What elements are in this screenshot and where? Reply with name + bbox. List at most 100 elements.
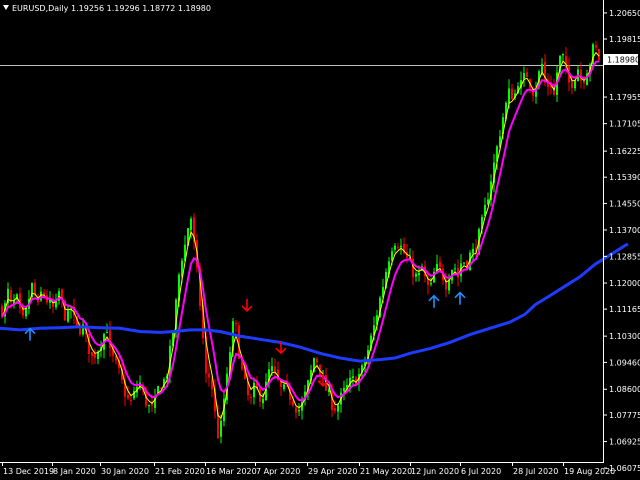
- candle: [343, 380, 345, 401]
- candle-body: [184, 244, 186, 261]
- candle-body: [349, 377, 351, 387]
- candle: [475, 238, 477, 260]
- candle-body: [67, 310, 69, 322]
- candle-body: [385, 272, 387, 288]
- x-tick-label: 21 Feb 2020: [155, 467, 205, 476]
- x-tick-label: 21 May 2020: [360, 467, 412, 476]
- candle-body: [328, 389, 330, 392]
- candle-body: [163, 379, 165, 387]
- candle-body: [49, 299, 51, 303]
- candle: [352, 368, 354, 386]
- x-tick-label: 28 Jul 2020: [513, 467, 558, 476]
- candle-body: [595, 45, 597, 48]
- candle: [253, 377, 255, 405]
- x-tick-label: 30 Jan 2020: [101, 467, 149, 476]
- candle-body: [178, 274, 180, 302]
- candle: [454, 263, 456, 275]
- candle-body: [76, 316, 78, 327]
- candle: [190, 216, 192, 239]
- candle-body: [379, 297, 381, 317]
- candle-body: [289, 386, 291, 400]
- candle-body: [241, 356, 243, 369]
- candle-body: [64, 300, 66, 321]
- candle: [250, 393, 252, 405]
- candle: [400, 238, 402, 255]
- candle-body: [208, 373, 210, 378]
- candle-body: [229, 352, 231, 376]
- y-tick-label: 1.09460: [609, 358, 640, 367]
- candle-body: [463, 262, 465, 264]
- candle: [73, 298, 75, 324]
- candle-body: [193, 217, 195, 242]
- candle-body: [337, 405, 339, 412]
- candle-body: [31, 282, 33, 298]
- candle-body: [352, 376, 354, 379]
- candle-body: [334, 408, 336, 411]
- candle: [412, 250, 414, 286]
- candle-body: [73, 306, 75, 316]
- candle-body: [247, 381, 249, 396]
- candle-body: [382, 286, 384, 298]
- candle-body: [97, 351, 99, 360]
- candle: [547, 73, 549, 96]
- x-tick-label: 12 Jun 2020: [411, 467, 459, 476]
- candle: [457, 259, 459, 287]
- candle-body: [355, 377, 357, 385]
- candle-body: [370, 335, 372, 349]
- sell-arrow-icon: [275, 341, 287, 355]
- candle-body: [220, 420, 222, 437]
- candle-body: [265, 381, 267, 401]
- candle: [580, 62, 582, 89]
- candle: [274, 358, 276, 379]
- candle-body: [415, 273, 417, 277]
- candle-body: [172, 331, 174, 347]
- candle-body: [433, 271, 435, 283]
- candle: [283, 383, 285, 392]
- moving-averages: [0, 51, 629, 420]
- candle-body: [394, 245, 396, 250]
- candle-body: [400, 245, 402, 248]
- x-tick-label: 6 Jul 2020: [461, 467, 501, 476]
- candle-body: [565, 56, 567, 68]
- candle-body: [157, 386, 159, 395]
- y-tick-label: 1.08600: [609, 385, 640, 394]
- candle-body: [583, 81, 585, 84]
- candle-body: [130, 400, 132, 402]
- triangle-down-icon[interactable]: [3, 5, 9, 10]
- candle: [334, 400, 336, 414]
- candle-body: [160, 387, 162, 389]
- candle-body: [1, 306, 3, 317]
- candle-body: [517, 86, 519, 93]
- candle: [121, 362, 123, 384]
- candle: [472, 243, 474, 261]
- candle-body: [127, 394, 129, 399]
- candle-body: [331, 390, 333, 410]
- price-axis-ticks: 1.20650 1.19815 1.17955 1.17105 1.16225 1.153…: [604, 9, 640, 473]
- candle-body: [19, 293, 21, 309]
- candle-body: [361, 365, 363, 373]
- candle-body: [235, 322, 237, 324]
- candle-body: [22, 306, 24, 316]
- candle: [79, 322, 81, 337]
- y-tick-label: 1.19815: [609, 35, 640, 44]
- candle: [154, 388, 156, 414]
- y-tick-label: 1.07775: [609, 411, 640, 420]
- x-tick-label: 29 Apr 2020: [308, 467, 357, 476]
- candle-body: [244, 367, 246, 379]
- candle: [124, 371, 126, 406]
- candle-body: [373, 325, 375, 336]
- candle-body: [310, 369, 312, 381]
- candle-body: [79, 328, 81, 335]
- candle: [88, 333, 90, 363]
- candle-body: [151, 403, 153, 406]
- candle-body: [397, 247, 399, 249]
- candle-body: [217, 412, 219, 439]
- candle-body: [367, 349, 369, 363]
- candle-body: [238, 325, 240, 359]
- candle-body: [364, 361, 366, 366]
- candle: [559, 55, 561, 75]
- candle: [127, 386, 129, 401]
- candle: [130, 395, 132, 406]
